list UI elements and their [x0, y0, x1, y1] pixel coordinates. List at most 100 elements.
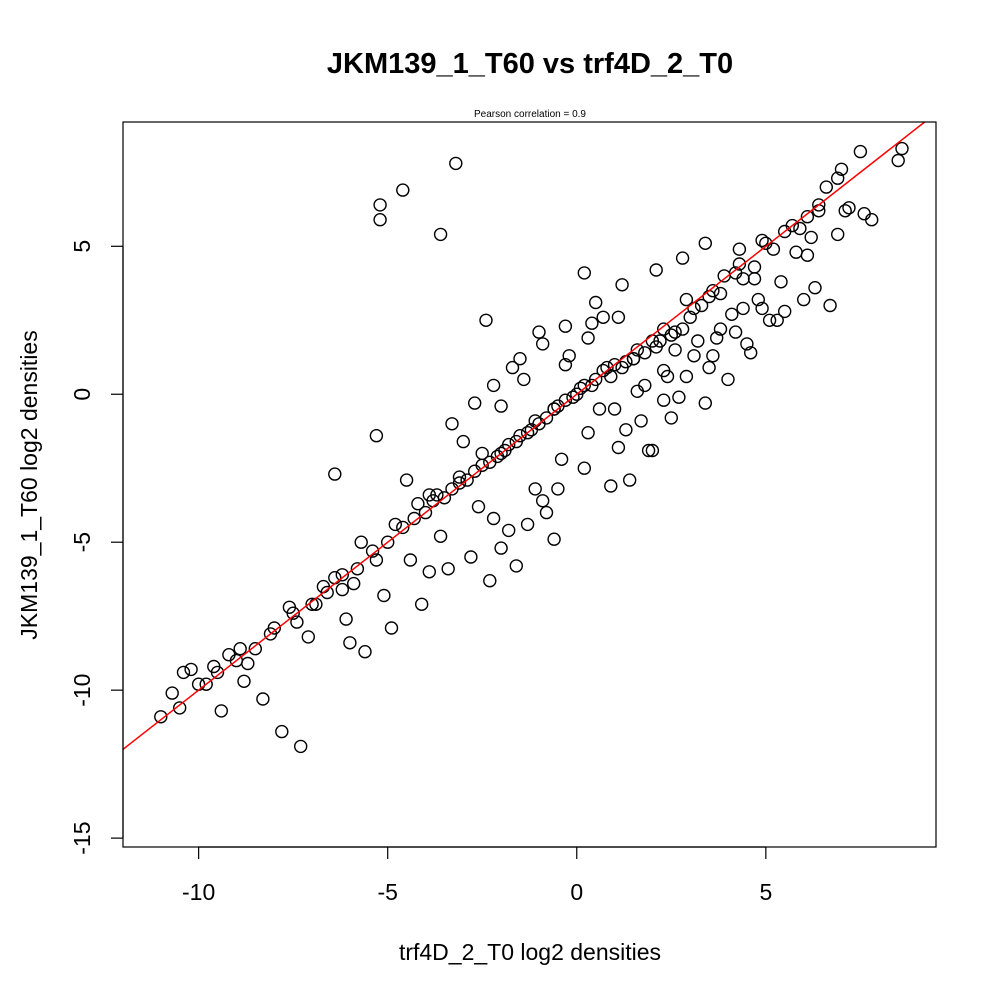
data-point	[895, 141, 909, 156]
data-point	[721, 372, 735, 387]
data-point	[445, 482, 459, 496]
data-point	[407, 511, 421, 526]
data-point	[744, 346, 758, 360]
data-point	[486, 511, 501, 526]
data-point	[755, 233, 769, 248]
data-point	[509, 434, 523, 449]
data-point	[396, 183, 410, 197]
data-point	[630, 343, 644, 357]
data-point	[630, 384, 644, 398]
y-tick-label: 0	[69, 388, 95, 401]
data-point	[615, 278, 629, 292]
data-point	[422, 488, 436, 502]
data-point	[241, 656, 255, 671]
data-point	[388, 517, 402, 532]
data-point	[691, 334, 705, 348]
data-point	[675, 322, 690, 336]
data-point	[328, 571, 342, 585]
data-point	[766, 242, 781, 256]
data-point	[165, 686, 179, 700]
data-point	[358, 645, 372, 659]
data-point	[566, 390, 580, 404]
data-point	[728, 325, 743, 339]
data-point	[808, 281, 822, 295]
data-point	[649, 263, 663, 277]
data-point	[604, 479, 618, 493]
data-point	[573, 381, 588, 395]
data-point	[532, 325, 546, 339]
data-point	[343, 636, 357, 650]
data-point	[479, 313, 493, 327]
data-point	[634, 414, 648, 428]
y-axis-label: JKM139_1_T60 log2 densities	[16, 330, 42, 639]
data-point	[626, 352, 641, 366]
data-point	[502, 523, 516, 538]
data-point	[672, 390, 686, 404]
data-point	[812, 198, 826, 212]
data-point	[800, 209, 815, 224]
data-point	[732, 242, 747, 256]
data-point	[301, 630, 315, 644]
data-point	[751, 292, 765, 307]
data-point	[853, 144, 868, 159]
data-point	[823, 298, 837, 313]
fit-line-layer	[122, 121, 926, 750]
x-tick-label: -10	[182, 879, 215, 905]
data-point	[607, 358, 622, 372]
data-point	[222, 648, 236, 662]
data-point	[607, 402, 622, 416]
data-point	[819, 180, 833, 194]
data-points	[154, 141, 909, 754]
data-point	[619, 423, 633, 437]
x-tick-label: 5	[759, 879, 772, 905]
data-point	[698, 236, 712, 251]
data-point	[468, 396, 482, 410]
data-point	[789, 245, 803, 259]
data-point	[589, 295, 603, 310]
data-point	[237, 674, 251, 688]
data-point	[577, 266, 591, 280]
data-point	[600, 360, 614, 375]
data-point	[365, 544, 380, 558]
data-point	[399, 473, 414, 487]
data-point	[710, 331, 724, 345]
data-point	[611, 440, 626, 455]
data-point	[554, 452, 569, 466]
data-point	[498, 443, 512, 458]
data-point	[657, 393, 671, 407]
data-point	[657, 322, 671, 336]
data-point	[294, 739, 308, 754]
data-point	[468, 464, 482, 478]
data-point	[381, 535, 395, 549]
y-tick-label: -5	[69, 532, 95, 552]
data-point	[641, 443, 656, 458]
data-point	[377, 588, 391, 603]
data-point	[199, 677, 213, 691]
data-point	[857, 206, 871, 221]
y-axis: -15 -10 -5 0 5	[69, 240, 124, 855]
data-point	[615, 360, 629, 375]
data-point	[275, 724, 289, 739]
x-axis: -10 -5 0 5	[182, 846, 772, 905]
data-point	[687, 349, 701, 363]
data-point	[430, 488, 444, 502]
data-point	[539, 505, 554, 520]
data-point	[494, 541, 508, 555]
data-point	[592, 402, 607, 416]
data-point	[483, 455, 497, 469]
data-point	[611, 310, 626, 324]
data-point	[793, 221, 807, 236]
data-point	[422, 565, 436, 579]
data-point	[774, 275, 788, 289]
data-point	[668, 325, 682, 339]
data-point	[747, 260, 762, 274]
data-point	[290, 615, 304, 629]
data-point	[551, 482, 565, 496]
data-point	[282, 600, 297, 614]
data-point	[411, 497, 425, 511]
data-point	[645, 443, 660, 458]
x-tick-label: 0	[570, 879, 583, 905]
data-point	[536, 494, 550, 508]
data-point	[445, 417, 459, 431]
data-point	[441, 562, 455, 576]
